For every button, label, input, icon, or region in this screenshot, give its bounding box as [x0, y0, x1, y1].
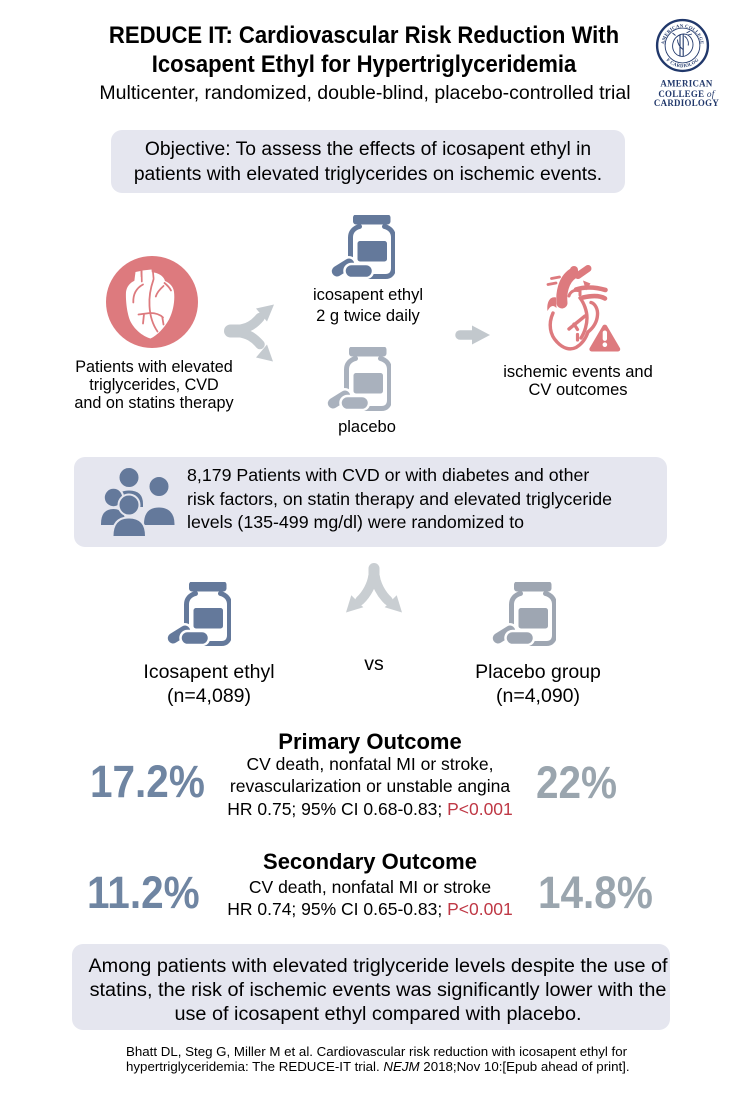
svg-text:AMERICAN: AMERICAN — [660, 78, 712, 88]
svg-text:COLLEGE of: COLLEGE of — [658, 89, 715, 100]
svg-text:CARDIOLOGY: CARDIOLOGY — [654, 98, 719, 108]
